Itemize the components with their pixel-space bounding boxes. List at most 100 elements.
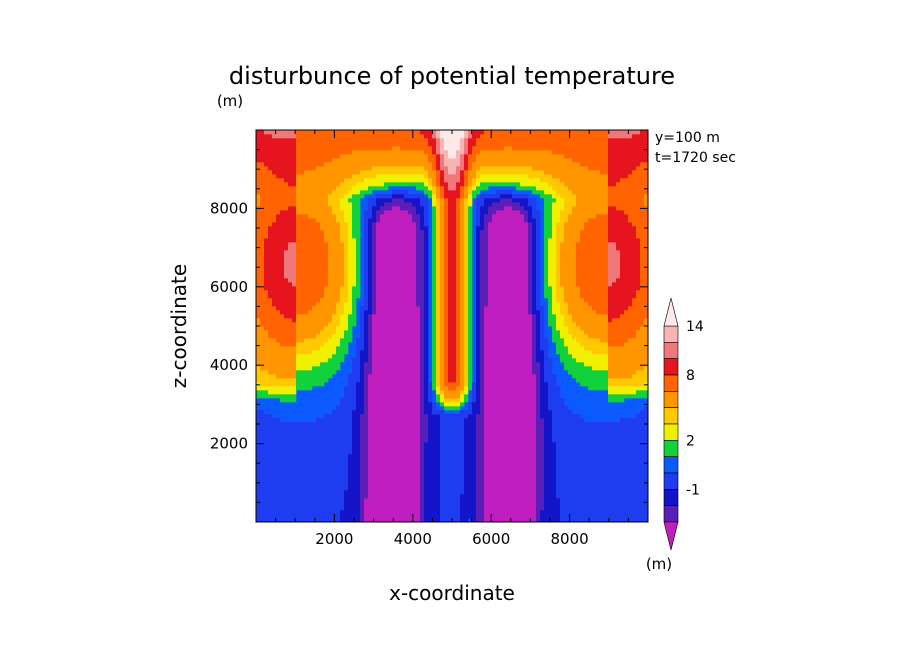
field-cell: [360, 338, 365, 343]
field-cell: [264, 146, 269, 151]
field-cell: [288, 378, 293, 383]
field-cell: [404, 354, 409, 359]
field-cell: [392, 490, 397, 495]
field-cell: [444, 246, 449, 251]
field-cell: [304, 250, 309, 255]
field-cell: [364, 294, 369, 299]
field-cell: [400, 394, 405, 399]
field-cell: [368, 294, 373, 299]
field-cell: [292, 130, 297, 135]
field-cell: [392, 254, 397, 259]
field-cell: [448, 282, 453, 287]
field-cell: [424, 370, 429, 375]
field-cell: [392, 318, 397, 323]
field-cell: [388, 354, 393, 359]
field-cell: [396, 246, 401, 251]
field-cell: [256, 222, 261, 227]
field-cell: [408, 214, 413, 219]
field-cell: [304, 470, 309, 475]
field-cell: [464, 370, 469, 375]
field-cell: [304, 198, 309, 203]
field-cell: [312, 314, 317, 319]
field-cell: [336, 322, 341, 327]
field-cell: [288, 506, 293, 511]
field-cell: [388, 482, 393, 487]
field-cell: [404, 458, 409, 463]
field-cell: [320, 514, 325, 519]
field-cell: [284, 366, 289, 371]
field-cell: [412, 330, 417, 335]
field-cell: [444, 262, 449, 267]
field-cell: [452, 510, 457, 515]
field-cell: [380, 134, 385, 139]
field-cell: [404, 250, 409, 255]
field-cell: [456, 314, 461, 319]
field-cell: [448, 514, 453, 519]
field-cell: [408, 142, 413, 147]
field-cell: [348, 386, 353, 391]
field-cell: [400, 326, 405, 331]
field-cell: [308, 170, 313, 175]
field-cell: [276, 286, 281, 291]
field-cell: [264, 190, 269, 195]
field-cell: [324, 418, 329, 423]
field-cell: [412, 306, 417, 311]
field-cell: [288, 186, 293, 191]
field-cell: [280, 166, 285, 171]
field-cell: [332, 138, 337, 143]
field-cell: [308, 210, 313, 215]
field-cell: [408, 258, 413, 263]
field-cell: [320, 366, 325, 371]
field-cell: [308, 222, 313, 227]
field-cell: [388, 282, 393, 287]
field-cell: [268, 166, 273, 171]
field-cell: [284, 350, 289, 355]
field-cell: [304, 226, 309, 231]
field-cell: [392, 290, 397, 295]
field-cell: [264, 514, 269, 519]
field-cell: [436, 186, 441, 191]
field-cell: [460, 238, 465, 243]
field-cell: [432, 374, 437, 379]
field-cell: [388, 254, 393, 259]
field-cell: [328, 170, 333, 175]
field-cell: [308, 466, 313, 471]
field-cell: [412, 374, 417, 379]
field-cell: [444, 498, 449, 503]
field-cell: [348, 278, 353, 283]
field-cell: [264, 470, 269, 475]
field-cell: [392, 258, 397, 263]
field-cell: [316, 458, 321, 463]
field-cell: [368, 150, 373, 155]
field-cell: [292, 206, 297, 211]
field-cell: [256, 334, 261, 339]
field-cell: [436, 226, 441, 231]
field-cell: [444, 486, 449, 491]
field-cell: [396, 174, 401, 179]
field-cell: [384, 498, 389, 503]
field-cell: [292, 134, 297, 139]
field-cell: [408, 254, 413, 259]
field-cell: [296, 386, 301, 391]
field-cell: [292, 514, 297, 519]
field-cell: [356, 186, 361, 191]
field-cell: [392, 310, 397, 315]
field-cell: [356, 266, 361, 271]
field-cell: [464, 394, 469, 399]
field-cell: [460, 138, 465, 143]
field-cell: [288, 190, 293, 195]
field-cell: [400, 454, 405, 459]
field-cell: [272, 218, 277, 223]
field-cell: [276, 214, 281, 219]
field-cell: [436, 238, 441, 243]
field-cell: [412, 354, 417, 359]
field-cell: [460, 234, 465, 239]
field-cell: [432, 278, 437, 283]
field-cell: [468, 378, 473, 383]
field-cell: [440, 458, 445, 463]
field-cell: [332, 338, 337, 343]
field-cell: [268, 414, 273, 419]
field-cell: [328, 226, 333, 231]
field-cell: [260, 446, 265, 451]
field-cell: [364, 422, 369, 427]
